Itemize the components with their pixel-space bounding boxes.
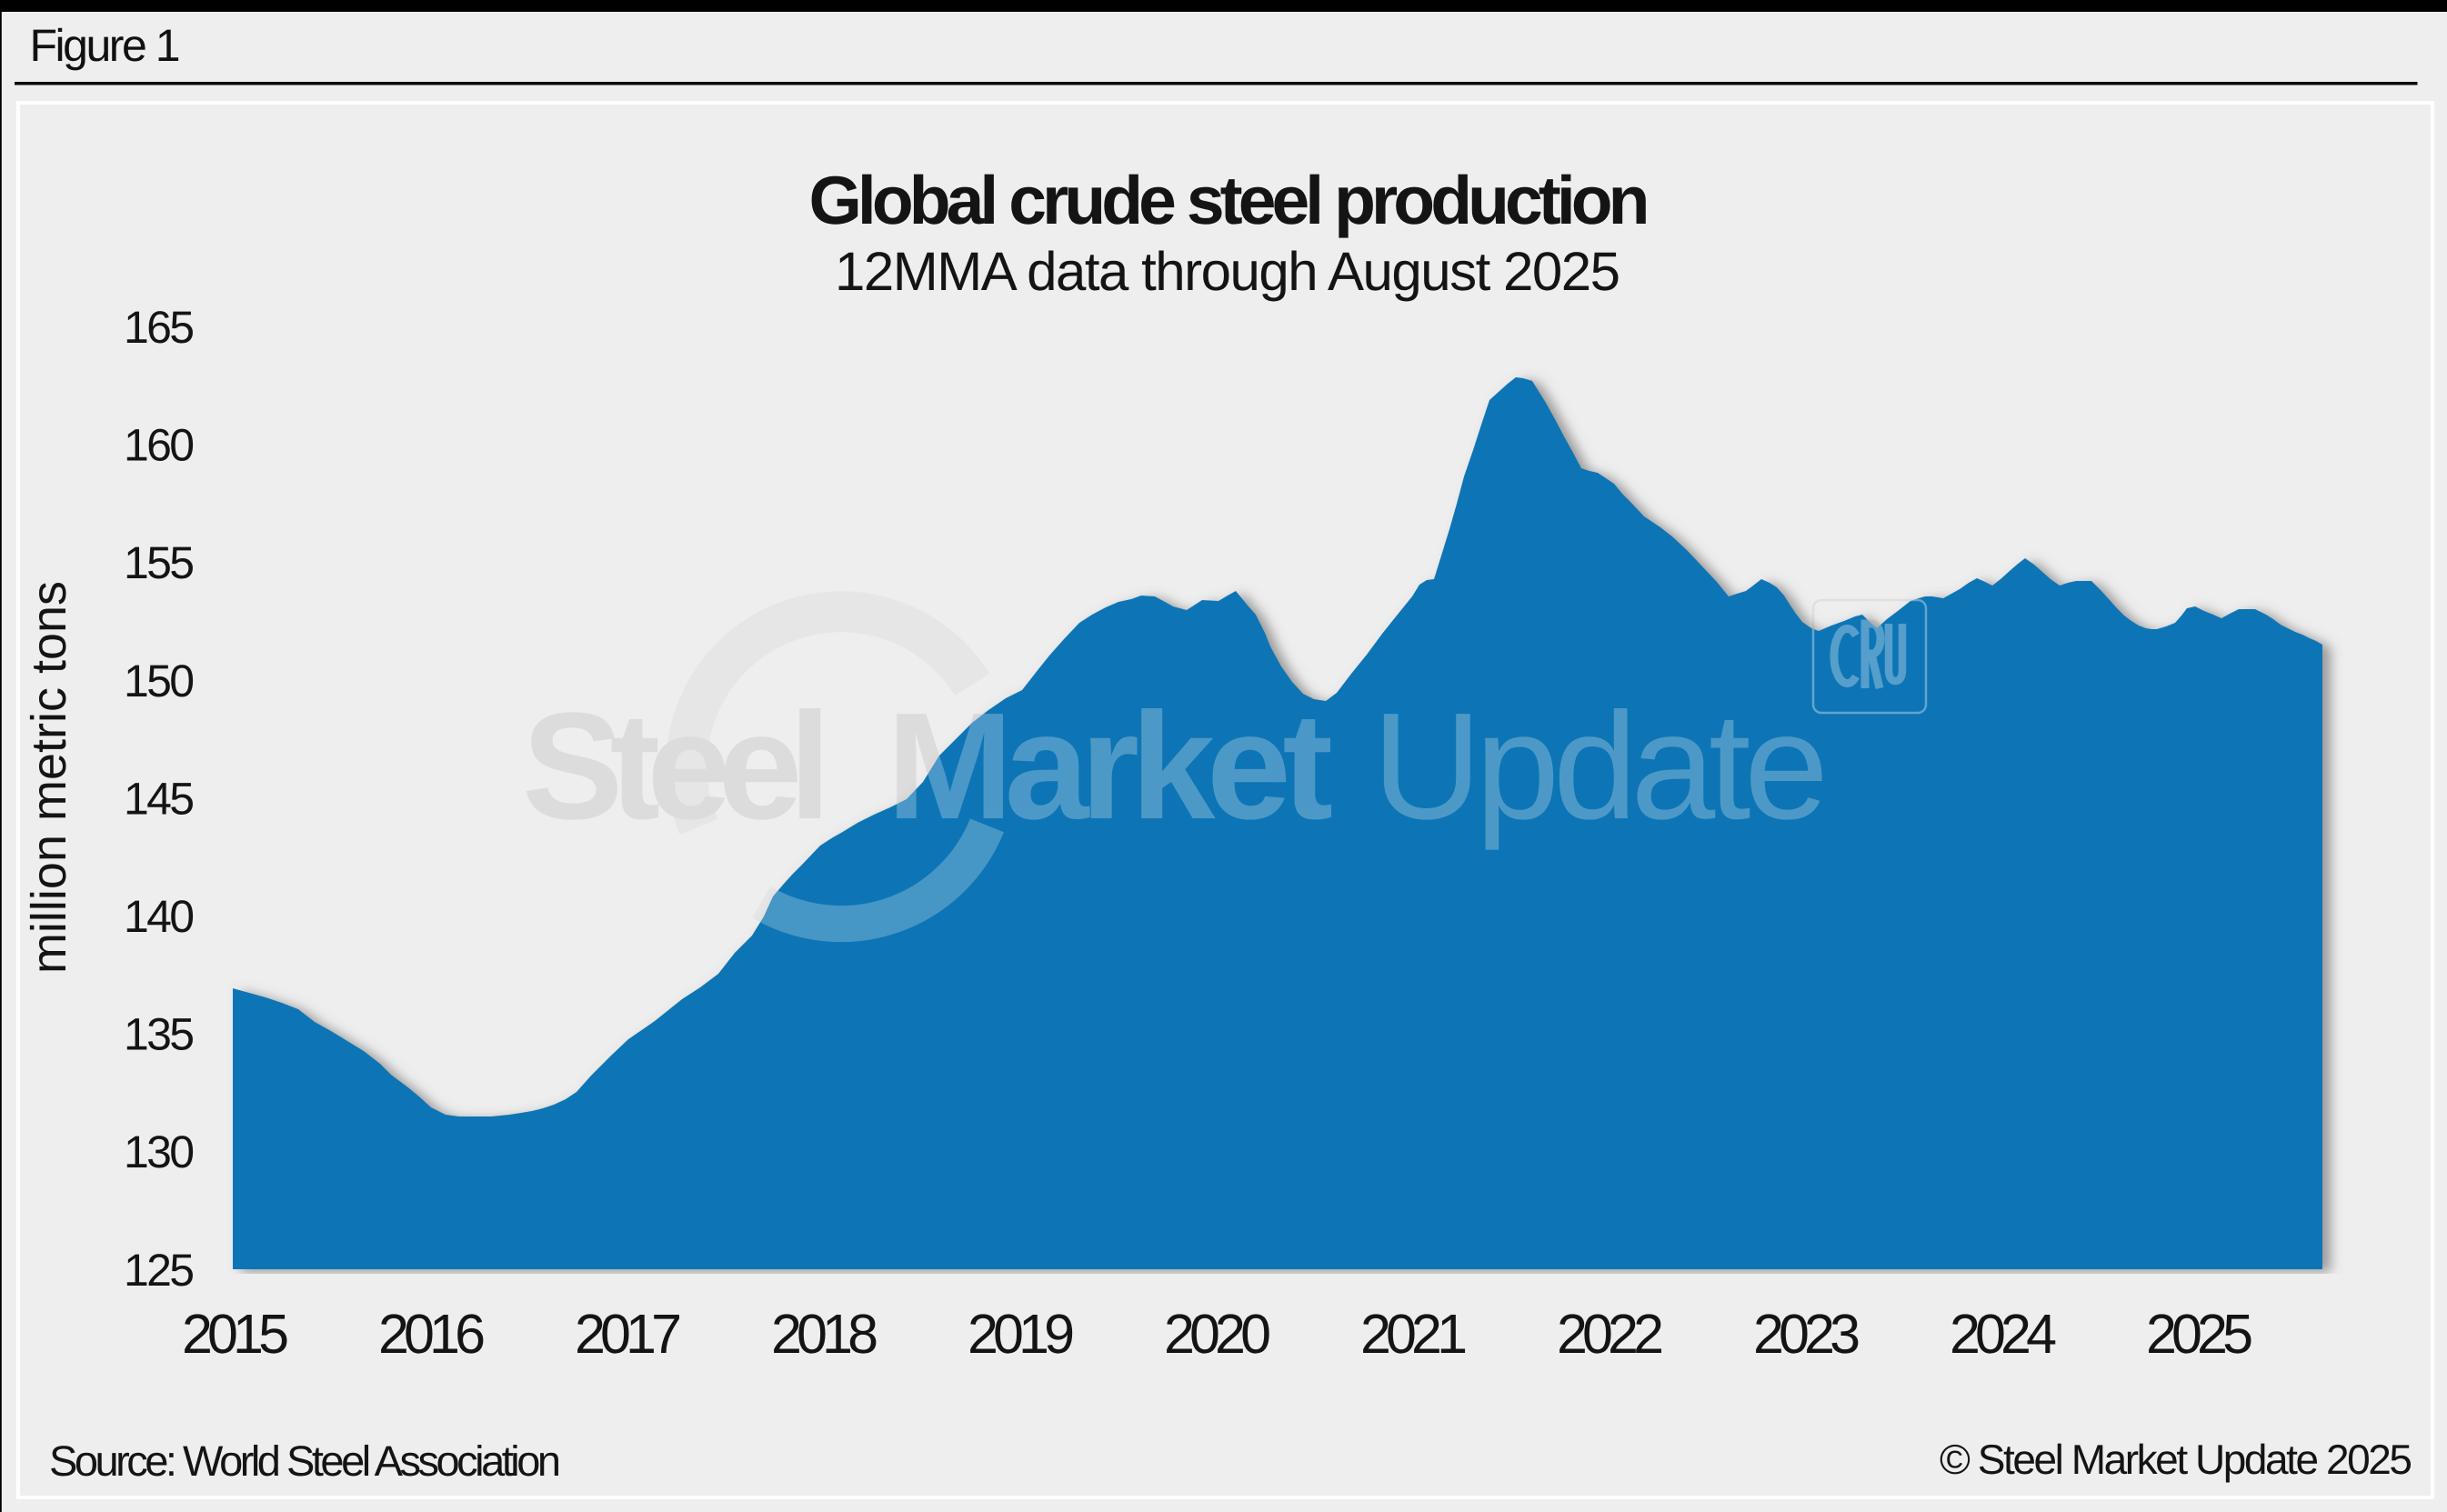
svg-text:135: 135: [124, 1009, 195, 1060]
svg-text:150: 150: [124, 656, 195, 706]
svg-text:Update: Update: [1372, 682, 1829, 851]
svg-text:2022: 2022: [1557, 1303, 1664, 1365]
svg-text:2018: 2018: [771, 1303, 878, 1365]
svg-text:145: 145: [124, 773, 195, 824]
svg-text:2015: 2015: [182, 1303, 289, 1365]
svg-text:155: 155: [124, 537, 195, 588]
svg-text:2020: 2020: [1164, 1303, 1271, 1365]
svg-text:Figure 1: Figure 1: [30, 20, 181, 71]
svg-text:2025: 2025: [2146, 1303, 2253, 1365]
svg-text:2023: 2023: [1753, 1303, 1860, 1365]
svg-text:165: 165: [124, 302, 195, 353]
svg-text:140: 140: [124, 891, 195, 942]
svg-text:2021: 2021: [1360, 1303, 1468, 1365]
svg-text:million metric tons: million metric tons: [22, 581, 76, 974]
svg-text:© Steel Market Update 2025: © Steel Market Update 2025: [1940, 1436, 2412, 1483]
svg-text:2016: 2016: [378, 1303, 486, 1365]
svg-text:Steel: Steel: [522, 682, 831, 851]
svg-text:125: 125: [124, 1245, 195, 1296]
svg-text:2019: 2019: [968, 1303, 1075, 1365]
svg-text:12MMA data through August 2025: 12MMA data through August 2025: [835, 241, 1620, 302]
svg-text:130: 130: [124, 1126, 195, 1177]
svg-text:Global crude steel production: Global crude steel production: [809, 162, 1650, 238]
svg-text:Source: World Steel Associatio: Source: World Steel Association: [49, 1437, 561, 1485]
svg-text:2017: 2017: [575, 1303, 682, 1365]
svg-text:160: 160: [124, 420, 195, 471]
svg-text:2024: 2024: [1950, 1303, 2057, 1365]
